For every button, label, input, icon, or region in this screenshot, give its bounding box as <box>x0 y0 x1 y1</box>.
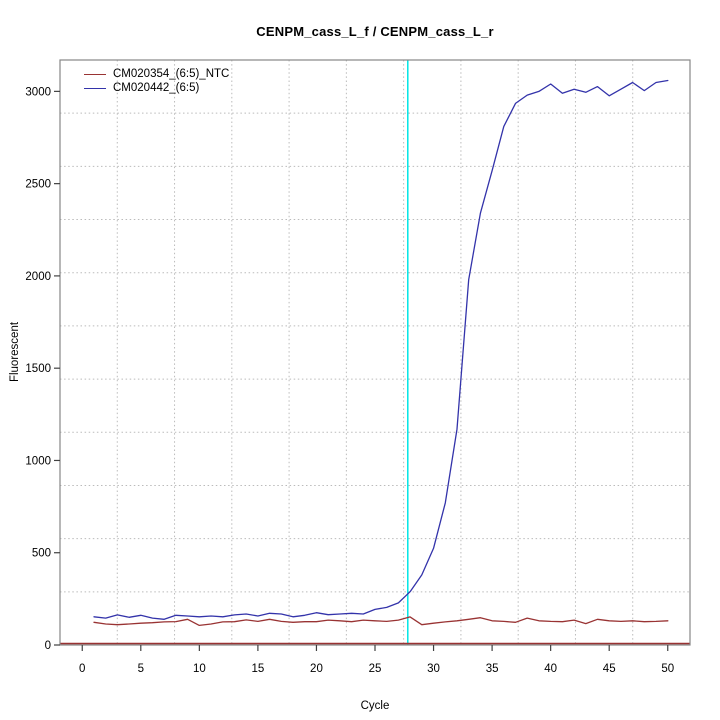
x-tick-label: 40 <box>544 663 557 675</box>
y-tick-label: 0 <box>45 640 51 652</box>
y-tick-label: 1500 <box>25 363 51 375</box>
x-axis-label: Cycle <box>360 700 390 712</box>
y-tick-label: 1000 <box>25 455 51 467</box>
x-tick-label: 15 <box>252 663 265 675</box>
x-tick-label: 50 <box>661 663 674 675</box>
x-tick-label: 5 <box>138 663 144 675</box>
legend-label: CM020442_(6:5) <box>113 82 200 94</box>
x-tick-label: 25 <box>369 663 382 675</box>
chart-title: CENPM_cass_L_f / CENPM_cass_L_r <box>256 24 494 39</box>
x-tick-label: 20 <box>310 663 323 675</box>
y-tick-label: 500 <box>32 548 51 560</box>
series-line-0 <box>93 616 669 627</box>
y-tick-label: 3000 <box>25 86 51 98</box>
plot-frame <box>59 59 691 646</box>
x-tick-label: 10 <box>193 663 206 675</box>
legend-item: CM020442_(6:5) <box>84 81 229 95</box>
series-line-1 <box>93 79 669 620</box>
x-tick-label: 30 <box>427 663 440 675</box>
x-tick-label: 45 <box>603 663 616 675</box>
legend-label: CM020354_(6:5)_NTC <box>113 68 230 80</box>
x-tick-label: 0 <box>79 663 85 675</box>
legend: CM020354_(6:5)_NTC CM020442_(6:5) <box>84 67 229 95</box>
x-tick-label: 35 <box>486 663 499 675</box>
legend-line-swatch <box>84 73 106 75</box>
legend-line-swatch <box>84 87 106 89</box>
y-axis-label: Fluorescent <box>9 321 21 383</box>
y-tick-label: 2000 <box>25 271 51 283</box>
legend-item: CM020354_(6:5)_NTC <box>84 67 229 81</box>
y-tick-label: 2500 <box>25 179 51 191</box>
